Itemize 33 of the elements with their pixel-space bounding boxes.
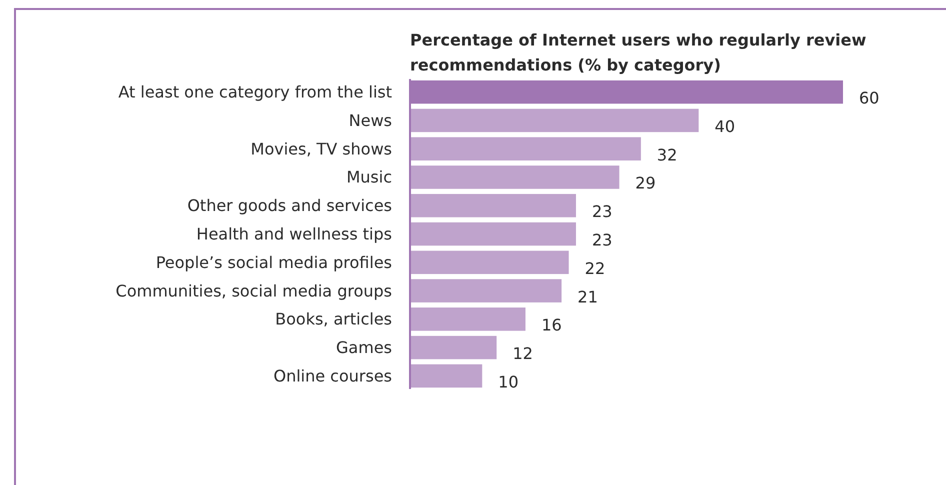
- data-label: 12: [512, 344, 533, 364]
- bar: [410, 194, 576, 218]
- y-tick-label: Games: [336, 338, 392, 358]
- y-tick-label: Online courses: [273, 366, 392, 386]
- bar: [410, 336, 497, 360]
- y-tick-label: Health and wellness tips: [196, 224, 392, 244]
- bar: [410, 137, 641, 160]
- y-tick-label: News: [348, 110, 392, 130]
- bar: [410, 250, 569, 274]
- y-tick-label: At least one category from the list: [118, 82, 392, 102]
- data-label: 16: [541, 316, 562, 335]
- data-label: 32: [656, 145, 678, 164]
- bar: [410, 222, 576, 246]
- y-tick-label: Books, articles: [275, 310, 392, 329]
- bar: [410, 108, 699, 132]
- bar: [410, 279, 562, 302]
- y-tick-label: Movies, TV shows: [250, 139, 392, 158]
- bar: [410, 364, 482, 388]
- y-tick-label: Other goods and services: [187, 196, 392, 216]
- data-label: 60: [859, 88, 880, 108]
- data-label: 21: [578, 287, 598, 306]
- data-label: 40: [714, 116, 736, 136]
- chart-title: Percentage of Internet users who regularly review recommendations (% by category): [410, 30, 866, 74]
- data-label: 23: [592, 202, 612, 222]
- y-tick-label: People’s social media profiles: [156, 252, 392, 272]
- data-label: 23: [592, 230, 612, 250]
- bar: [410, 308, 526, 331]
- data-label: 10: [498, 372, 519, 392]
- y-tick-label: Music: [346, 168, 392, 187]
- y-tick-label: Communities, social media groups: [116, 281, 392, 300]
- data-label: 29: [635, 174, 656, 193]
- data-label: 22: [584, 258, 606, 278]
- bar: [410, 166, 620, 189]
